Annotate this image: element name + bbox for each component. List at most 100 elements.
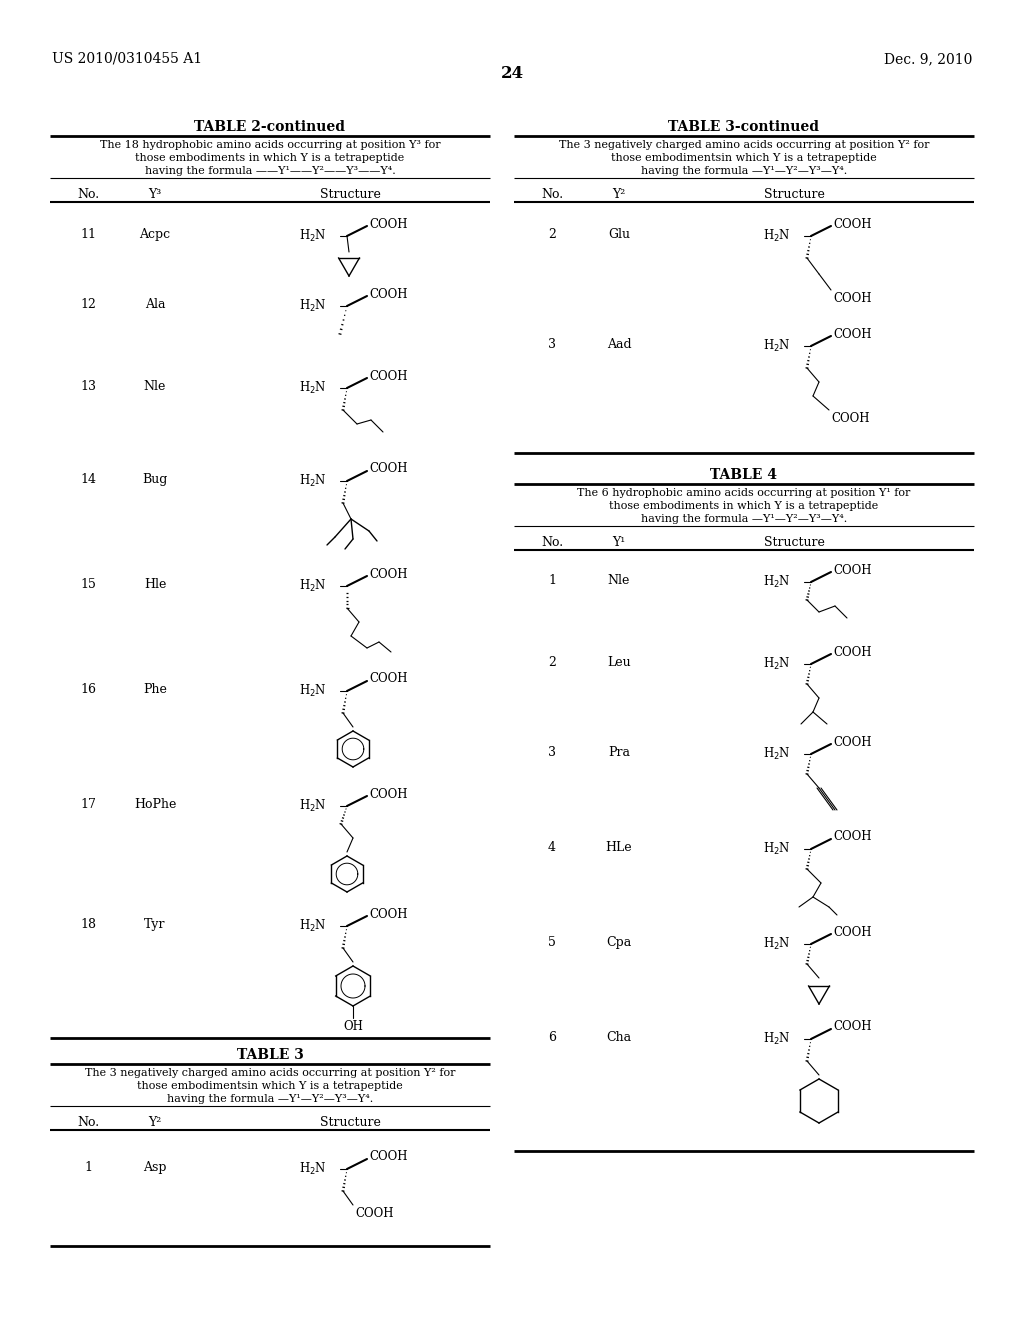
Text: H$_2$N: H$_2$N bbox=[299, 578, 327, 594]
Text: H$_2$N: H$_2$N bbox=[299, 1162, 327, 1177]
Text: H$_2$N: H$_2$N bbox=[763, 841, 791, 857]
Text: H$_2$N: H$_2$N bbox=[299, 682, 327, 700]
Text: 11: 11 bbox=[80, 228, 96, 242]
Text: COOH: COOH bbox=[833, 218, 871, 231]
Text: those embodiments in which Y is a tetrapeptide: those embodiments in which Y is a tetrap… bbox=[609, 502, 879, 511]
Text: COOH: COOH bbox=[369, 218, 408, 231]
Text: HLe: HLe bbox=[605, 841, 632, 854]
Text: Asp: Asp bbox=[143, 1162, 167, 1173]
Text: Structure: Structure bbox=[764, 536, 824, 549]
Text: The 3 negatively charged amino acids occurring at position Y² for: The 3 negatively charged amino acids occ… bbox=[85, 1068, 456, 1078]
Text: Pra: Pra bbox=[608, 746, 630, 759]
Text: Y²: Y² bbox=[148, 1115, 162, 1129]
Text: COOH: COOH bbox=[369, 672, 408, 685]
Text: TABLE 2-continued: TABLE 2-continued bbox=[195, 120, 345, 135]
Text: 13: 13 bbox=[80, 380, 96, 393]
Text: Y²: Y² bbox=[612, 187, 626, 201]
Text: COOH: COOH bbox=[833, 925, 871, 939]
Text: 24: 24 bbox=[501, 65, 523, 82]
Text: 2: 2 bbox=[548, 228, 556, 242]
Text: 17: 17 bbox=[80, 799, 96, 810]
Text: having the formula —Y¹—Y²—Y³—Y⁴.: having the formula —Y¹—Y²—Y³—Y⁴. bbox=[641, 166, 847, 176]
Text: Leu: Leu bbox=[607, 656, 631, 669]
Text: HoPhe: HoPhe bbox=[134, 799, 176, 810]
Text: H$_2$N: H$_2$N bbox=[299, 799, 327, 814]
Text: Phe: Phe bbox=[143, 682, 167, 696]
Text: Hle: Hle bbox=[143, 578, 166, 591]
Text: H$_2$N: H$_2$N bbox=[299, 473, 327, 488]
Text: COOH: COOH bbox=[833, 830, 871, 843]
Text: 1: 1 bbox=[84, 1162, 92, 1173]
Text: No.: No. bbox=[541, 187, 563, 201]
Text: Tyr: Tyr bbox=[144, 917, 166, 931]
Text: H$_2$N: H$_2$N bbox=[763, 746, 791, 762]
Text: Y³: Y³ bbox=[148, 187, 162, 201]
Text: Ala: Ala bbox=[144, 298, 165, 312]
Text: Aad: Aad bbox=[606, 338, 632, 351]
Text: H$_2$N: H$_2$N bbox=[299, 228, 327, 244]
Text: 16: 16 bbox=[80, 682, 96, 696]
Text: COOH: COOH bbox=[831, 412, 869, 425]
Text: The 18 hydrophobic amino acids occurring at position Y³ for: The 18 hydrophobic amino acids occurring… bbox=[99, 140, 440, 150]
Text: TABLE 4: TABLE 4 bbox=[711, 469, 777, 482]
Text: COOH: COOH bbox=[369, 288, 408, 301]
Text: H$_2$N: H$_2$N bbox=[299, 380, 327, 396]
Text: No.: No. bbox=[77, 187, 99, 201]
Text: The 3 negatively charged amino acids occurring at position Y² for: The 3 negatively charged amino acids occ… bbox=[559, 140, 929, 150]
Text: US 2010/0310455 A1: US 2010/0310455 A1 bbox=[52, 51, 202, 66]
Text: 2: 2 bbox=[548, 656, 556, 669]
Text: having the formula ——Y¹——Y²——Y³——Y⁴.: having the formula ——Y¹——Y²——Y³——Y⁴. bbox=[144, 166, 395, 176]
Text: COOH: COOH bbox=[355, 1206, 393, 1220]
Text: those embodiments in which Y is a tetrapeptide: those embodiments in which Y is a tetrap… bbox=[135, 153, 404, 162]
Text: 6: 6 bbox=[548, 1031, 556, 1044]
Text: 1: 1 bbox=[548, 574, 556, 587]
Text: COOH: COOH bbox=[369, 788, 408, 800]
Text: COOH: COOH bbox=[833, 735, 871, 748]
Text: H$_2$N: H$_2$N bbox=[763, 656, 791, 672]
Text: COOH: COOH bbox=[369, 462, 408, 475]
Text: H$_2$N: H$_2$N bbox=[299, 298, 327, 314]
Text: OH: OH bbox=[343, 1020, 362, 1034]
Text: 4: 4 bbox=[548, 841, 556, 854]
Text: H$_2$N: H$_2$N bbox=[763, 936, 791, 952]
Text: No.: No. bbox=[77, 1115, 99, 1129]
Text: having the formula —Y¹—Y²—Y³—Y⁴.: having the formula —Y¹—Y²—Y³—Y⁴. bbox=[167, 1094, 373, 1104]
Text: H$_2$N: H$_2$N bbox=[763, 574, 791, 590]
Text: Acpc: Acpc bbox=[139, 228, 171, 242]
Text: 3: 3 bbox=[548, 338, 556, 351]
Text: H$_2$N: H$_2$N bbox=[763, 338, 791, 354]
Text: Y¹: Y¹ bbox=[612, 536, 626, 549]
Text: COOH: COOH bbox=[833, 564, 871, 577]
Text: 3: 3 bbox=[548, 746, 556, 759]
Text: Cha: Cha bbox=[606, 1031, 632, 1044]
Text: COOH: COOH bbox=[833, 1020, 871, 1034]
Text: Bug: Bug bbox=[142, 473, 168, 486]
Text: The 6 hydrophobic amino acids occurring at position Y¹ for: The 6 hydrophobic amino acids occurring … bbox=[578, 488, 910, 498]
Text: 5: 5 bbox=[548, 936, 556, 949]
Text: Nle: Nle bbox=[608, 574, 630, 587]
Text: 14: 14 bbox=[80, 473, 96, 486]
Text: COOH: COOH bbox=[369, 908, 408, 920]
Text: TABLE 3: TABLE 3 bbox=[237, 1048, 303, 1063]
Text: Structure: Structure bbox=[319, 187, 381, 201]
Text: Cpa: Cpa bbox=[606, 936, 632, 949]
Text: Structure: Structure bbox=[764, 187, 824, 201]
Text: H$_2$N: H$_2$N bbox=[299, 917, 327, 935]
Text: those embodimentsin which Y is a tetrapeptide: those embodimentsin which Y is a tetrape… bbox=[611, 153, 877, 162]
Text: Glu: Glu bbox=[608, 228, 630, 242]
Text: Structure: Structure bbox=[319, 1115, 381, 1129]
Text: H$_2$N: H$_2$N bbox=[763, 1031, 791, 1047]
Text: Nle: Nle bbox=[143, 380, 166, 393]
Text: No.: No. bbox=[541, 536, 563, 549]
Text: having the formula —Y¹—Y²—Y³—Y⁴.: having the formula —Y¹—Y²—Y³—Y⁴. bbox=[641, 513, 847, 524]
Text: Dec. 9, 2010: Dec. 9, 2010 bbox=[884, 51, 972, 66]
Text: COOH: COOH bbox=[833, 292, 871, 305]
Text: 12: 12 bbox=[80, 298, 96, 312]
Text: H$_2$N: H$_2$N bbox=[763, 228, 791, 244]
Text: COOH: COOH bbox=[369, 1151, 408, 1163]
Text: TABLE 3-continued: TABLE 3-continued bbox=[669, 120, 819, 135]
Text: COOH: COOH bbox=[369, 370, 408, 383]
Text: COOH: COOH bbox=[369, 568, 408, 581]
Text: those embodimentsin which Y is a tetrapeptide: those embodimentsin which Y is a tetrape… bbox=[137, 1081, 402, 1092]
Text: COOH: COOH bbox=[833, 645, 871, 659]
